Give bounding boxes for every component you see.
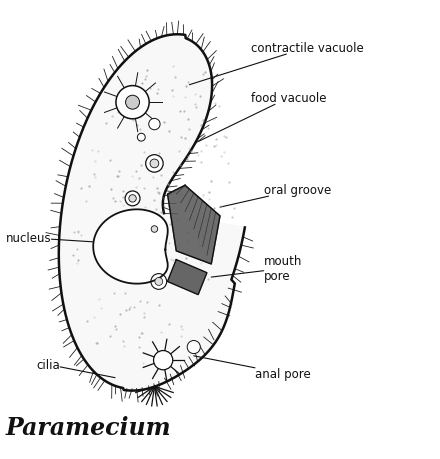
Circle shape bbox=[151, 274, 167, 290]
Text: Paramecium: Paramecium bbox=[6, 415, 172, 439]
Circle shape bbox=[149, 119, 160, 130]
Polygon shape bbox=[59, 35, 245, 391]
Circle shape bbox=[151, 226, 158, 233]
Text: nucleus: nucleus bbox=[6, 232, 98, 245]
Circle shape bbox=[155, 278, 163, 286]
Circle shape bbox=[148, 223, 161, 236]
Circle shape bbox=[125, 191, 140, 207]
Text: food vacuole: food vacuole bbox=[198, 92, 326, 142]
Text: contractile vacuole: contractile vacuole bbox=[189, 42, 363, 85]
Text: cilia: cilia bbox=[37, 358, 115, 378]
Circle shape bbox=[146, 155, 163, 173]
Polygon shape bbox=[168, 260, 207, 295]
Circle shape bbox=[129, 195, 136, 203]
Polygon shape bbox=[168, 186, 220, 264]
Text: oral groove: oral groove bbox=[220, 184, 331, 207]
Circle shape bbox=[116, 86, 149, 119]
Circle shape bbox=[137, 134, 145, 142]
Circle shape bbox=[150, 160, 159, 168]
Circle shape bbox=[187, 341, 200, 354]
Text: mouth
pore: mouth pore bbox=[211, 255, 302, 283]
Circle shape bbox=[125, 96, 139, 110]
Circle shape bbox=[154, 351, 173, 370]
Polygon shape bbox=[93, 210, 168, 284]
Text: anal pore: anal pore bbox=[194, 356, 311, 380]
